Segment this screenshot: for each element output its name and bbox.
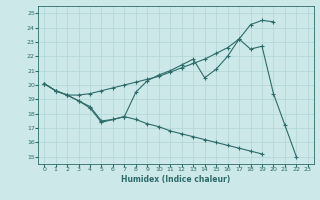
X-axis label: Humidex (Indice chaleur): Humidex (Indice chaleur) xyxy=(121,175,231,184)
